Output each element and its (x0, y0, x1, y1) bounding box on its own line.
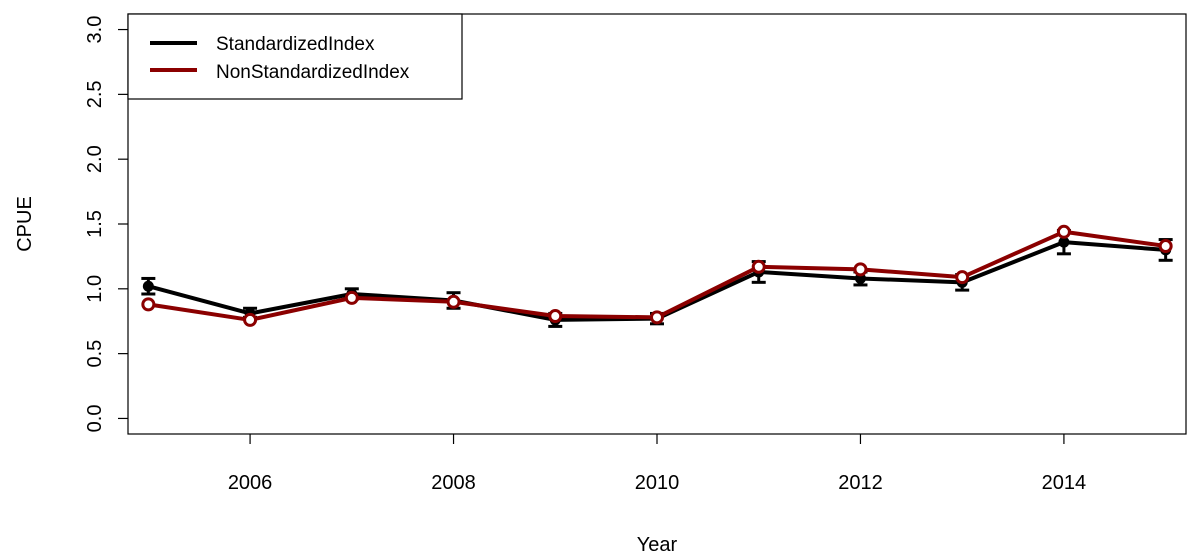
y-axis: 0.0 0.5 1.0 1.5 2.0 2.5 3.0 (84, 16, 128, 433)
y-tick-label: 1.5 (84, 210, 106, 238)
data-point-standardized (142, 280, 154, 292)
y-tick-label: 0.5 (84, 340, 106, 368)
legend-label-standardized: StandardizedIndex (216, 34, 375, 55)
x-tick-label: 2014 (1042, 472, 1087, 494)
y-tick-label: 3.0 (84, 16, 106, 44)
y-tick-label: 1.0 (84, 275, 106, 303)
y-axis-label: CPUE (14, 196, 36, 252)
legend: StandardizedIndex NonStandardizedIndex (127, 13, 463, 100)
data-point-nonstandardized (1056, 224, 1071, 239)
data-point-nonstandardized (141, 297, 156, 312)
data-point-nonstandardized (751, 259, 766, 274)
data-point-nonstandardized (548, 309, 563, 324)
y-tick-label: 2.0 (84, 145, 106, 173)
legend-label-nonstandardized: NonStandardizedIndex (216, 62, 410, 83)
data-point-nonstandardized (243, 312, 258, 327)
data-point-nonstandardized (446, 294, 461, 309)
x-tick-label: 2010 (635, 472, 680, 494)
x-tick-label: 2012 (838, 472, 883, 494)
x-tick-label: 2008 (431, 472, 476, 494)
data-point-nonstandardized (1158, 239, 1173, 254)
x-axis: 2006 2008 2010 2012 2014 (228, 434, 1086, 494)
data-point-nonstandardized (344, 290, 359, 305)
series-nonstandardized (141, 224, 1173, 327)
data-point-nonstandardized (853, 262, 868, 277)
series-line-nonstandardized (148, 229, 1166, 322)
legend-box (127, 13, 463, 100)
x-tick-label: 2006 (228, 472, 273, 494)
data-point-nonstandardized (955, 270, 970, 285)
y-tick-label: 2.5 (84, 80, 106, 108)
data-point-standardized (1058, 236, 1070, 248)
data-point-nonstandardized (650, 310, 664, 325)
y-tick-label: 0.0 (84, 405, 106, 433)
series-layer (141, 224, 1173, 328)
x-axis-label: Year (637, 534, 678, 556)
